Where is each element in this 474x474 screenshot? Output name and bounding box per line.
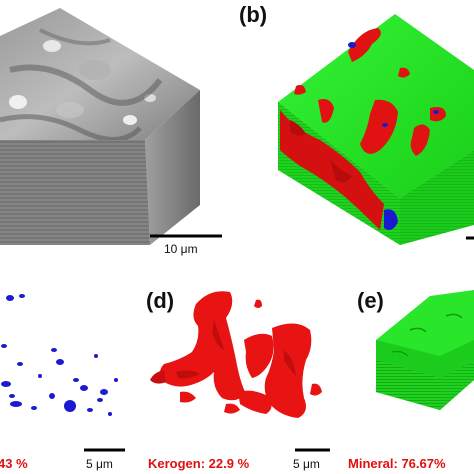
mineral-fraction: Mineral: 76.67%: [348, 456, 446, 471]
panel-b-cube: [278, 14, 474, 245]
scale-label-c: 5 μm: [86, 457, 113, 471]
panel-label-b: (b): [239, 2, 268, 27]
pore-fraction: 43 %: [0, 456, 28, 471]
panel-d-kerogen: [150, 291, 322, 418]
scale-label-a: 10 μm: [164, 242, 198, 256]
panel-a-cube: [0, 8, 200, 245]
kerogen-fraction: Kerogen: 22.9 %: [148, 456, 250, 471]
panel-c-pores: [1, 294, 118, 416]
panel-e-mineral: [376, 290, 474, 410]
panel-label-e: (e): [357, 288, 384, 313]
panel-label-d: (d): [146, 288, 175, 313]
panel-d-shading: [176, 320, 296, 379]
scale-label-d: 5 μm: [293, 457, 320, 471]
